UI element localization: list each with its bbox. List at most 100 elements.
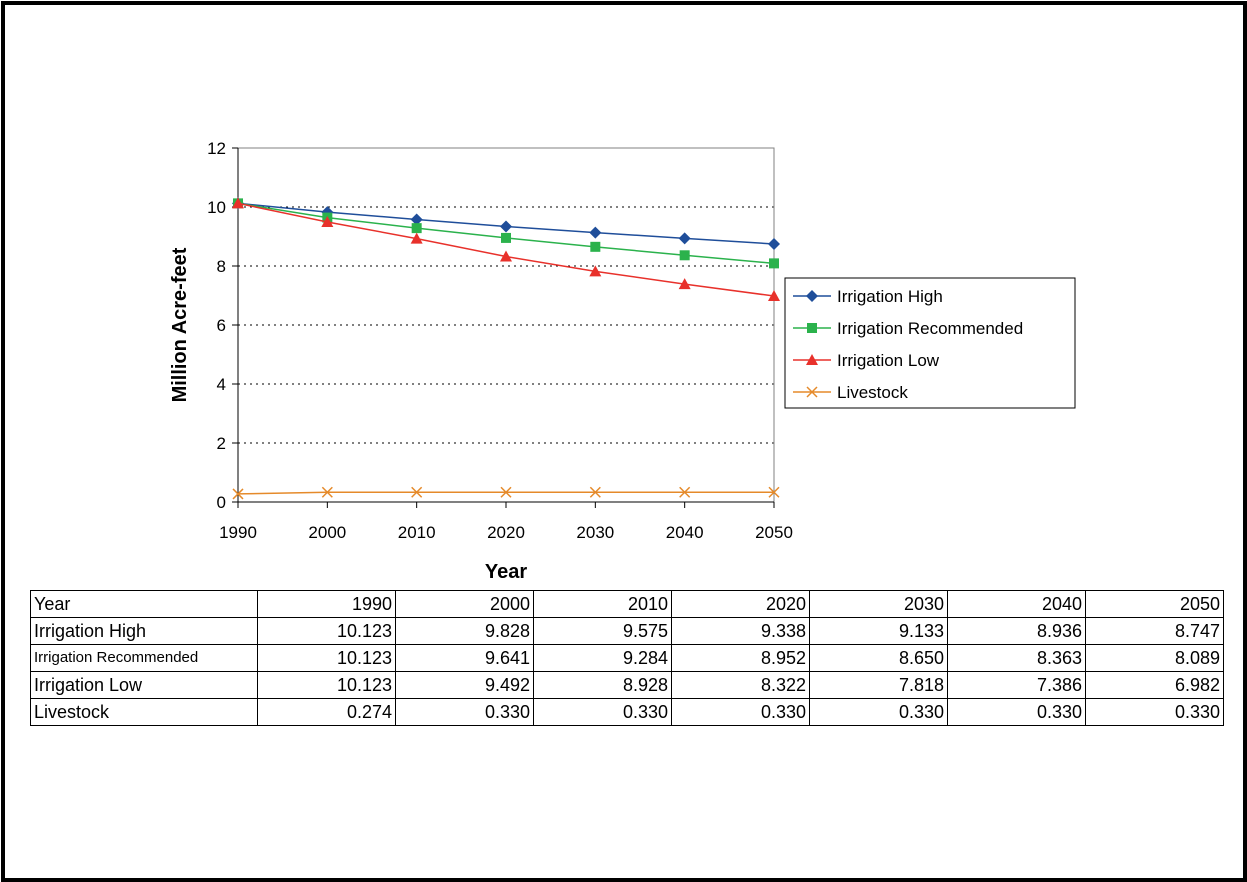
marker-stroke (500, 486, 512, 498)
table-row: Irrigation High 10.123 9.828 9.575 9.338 9.13… (30, 617, 1224, 645)
table-cell: 10.123 (257, 644, 396, 672)
data-point (589, 486, 601, 498)
table-cell: 0.274 (257, 698, 396, 726)
x-tick-label: 2030 (576, 523, 614, 542)
table-cell: 0.330 (947, 698, 1086, 726)
table-row: Livestock 0.274 0.330 0.330 0.330 0.330 0.330 0… (30, 698, 1224, 726)
marker-stroke (806, 386, 818, 398)
table-cell: 8.928 (533, 671, 672, 699)
data-point (321, 215, 334, 227)
table-cell: 0.330 (809, 698, 948, 726)
data-point (678, 232, 691, 245)
table-cell: 8.363 (947, 644, 1086, 672)
data-point (500, 486, 512, 498)
table-cell: 0.330 (533, 698, 672, 726)
data-point (501, 232, 511, 243)
table-row: Irrigation Low 10.123 9.492 8.928 8.322 7.818… (30, 671, 1224, 699)
plot-area (237, 147, 775, 503)
legend-item: Irrigation Low (793, 351, 940, 370)
legend-marker (806, 354, 818, 365)
row-label: Livestock (30, 698, 258, 726)
marker-stroke (411, 486, 423, 498)
marker-stroke (232, 488, 244, 500)
data-point (768, 486, 780, 498)
legend-label: Livestock (837, 383, 908, 402)
data-point (679, 250, 690, 261)
table-cell: 2000 (395, 590, 534, 618)
x-tick-label: 2040 (666, 523, 704, 542)
series-line (237, 202, 775, 297)
y-tick-label: 4 (217, 375, 226, 394)
x-axis: 1990 2000 2010 2020 2030 2040 2050 (219, 501, 793, 542)
table-cell: 6.982 (1085, 671, 1224, 699)
y-axis: 0 2 4 6 8 10 12 (207, 139, 239, 512)
legend-box (784, 277, 1076, 409)
x-tick-label: 2000 (308, 523, 346, 542)
x-tick-label: 2050 (755, 523, 793, 542)
x-tick-label: 2020 (487, 523, 525, 542)
legend-item: Irrigation Recommended (793, 319, 1023, 338)
x-tick-label: 1990 (219, 523, 257, 542)
table-cell: 0.330 (671, 698, 810, 726)
y-tick-label: 6 (217, 316, 226, 335)
table-cell: 9.492 (395, 671, 534, 699)
table-cell: 9.338 (671, 617, 810, 645)
y-tick-label: 0 (217, 493, 226, 512)
x-tick-label: 2010 (398, 523, 436, 542)
legend-marker (806, 290, 818, 302)
table-header-row: Year 1990 2000 2010 2020 2030 2040 2050 (30, 590, 1224, 618)
data-point (410, 232, 423, 244)
data-point (589, 226, 602, 239)
table-cell: 9.575 (533, 617, 672, 645)
data-point (678, 278, 691, 290)
legend-marker (806, 386, 818, 398)
series-livestock (232, 486, 780, 500)
table-cell: 9.828 (395, 617, 534, 645)
table-cell: 0.330 (1085, 698, 1224, 726)
data-point (232, 197, 244, 209)
table-cell: 2050 (1085, 590, 1224, 618)
data-point (232, 488, 244, 500)
table-cell: 8.089 (1085, 644, 1224, 672)
y-tick-label: 10 (207, 198, 226, 217)
marker-stroke (321, 486, 333, 498)
table-cell: 7.386 (947, 671, 1086, 699)
y-tick-label: 12 (207, 139, 226, 158)
data-point (679, 486, 691, 498)
series-layer (232, 197, 780, 500)
table-cell: 8.322 (671, 671, 810, 699)
y-tick-label: 8 (217, 257, 226, 276)
data-table: Year 1990 2000 2010 2020 2030 2040 2050 Irrigati… (30, 590, 1224, 726)
marker-stroke (768, 486, 780, 498)
legend: Irrigation High Irrigation Recommended Irr… (784, 277, 1076, 409)
row-label: Irrigation Recommended (30, 644, 258, 672)
table-cell: 2040 (947, 590, 1086, 618)
table-cell: 2030 (809, 590, 948, 618)
series-irrigation-low (232, 197, 780, 302)
data-point (410, 213, 423, 226)
table-cell: 10.123 (257, 617, 396, 645)
data-point (411, 486, 423, 498)
legend-marker (807, 323, 817, 333)
data-point (411, 223, 422, 234)
table-cell: 9.133 (809, 617, 948, 645)
line-chart: 0 2 4 6 8 10 12 1990 2000 2010 2020 2030 2040 2050 M… (169, 139, 1076, 583)
row-label: Irrigation High (30, 617, 258, 645)
data-point (768, 290, 780, 302)
table-cell: 1990 (257, 590, 396, 618)
table-cell: 8.747 (1085, 617, 1224, 645)
table-cell: 2020 (671, 590, 810, 618)
table-cell: 7.818 (809, 671, 948, 699)
legend-item: Irrigation High (793, 287, 943, 306)
data-point (768, 237, 780, 250)
legend-item: Livestock (793, 383, 908, 402)
table-cell: 9.641 (395, 644, 534, 672)
legend-label: Irrigation Low (837, 351, 940, 370)
table-row: Irrigation Recommended 10.123 9.641 9.284 8.… (30, 644, 1224, 672)
y-tick-label: 2 (217, 434, 226, 453)
table-cell: 8.936 (947, 617, 1086, 645)
data-point (590, 241, 601, 252)
row-label: Irrigation Low (30, 671, 258, 699)
data-point (321, 486, 333, 498)
table-cell: 8.952 (671, 644, 810, 672)
